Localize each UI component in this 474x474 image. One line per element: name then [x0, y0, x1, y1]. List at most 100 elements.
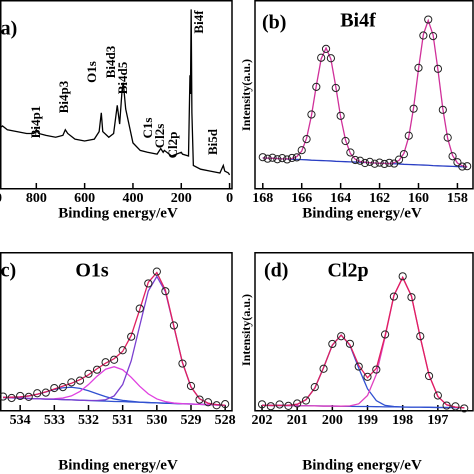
spectrum-line — [262, 18, 468, 168]
data-point — [409, 104, 418, 113]
data-point — [336, 111, 345, 120]
x-tick-label: 168 — [252, 191, 273, 206]
spectrum-line — [3, 271, 226, 406]
x-tick-label: 200 — [171, 191, 192, 206]
data-point — [292, 153, 301, 162]
data-point — [33, 389, 42, 398]
data-point — [118, 346, 127, 355]
data-point — [458, 162, 467, 171]
data-point — [266, 402, 275, 411]
data-point — [169, 321, 179, 330]
panel-title: Cl2p — [327, 260, 368, 282]
peak-label: C1s — [140, 118, 155, 139]
data-point — [360, 158, 370, 168]
data-point — [152, 267, 161, 276]
peak-label: Bi4d3 — [103, 45, 118, 78]
y-axis-title: Intensity(a.u.) — [239, 59, 253, 131]
x-tick-label: 534 — [10, 413, 31, 428]
peak-label: Cl2s — [152, 124, 167, 149]
data-point — [354, 362, 363, 371]
panel-label: (b) — [262, 12, 286, 34]
x-tick-label: 800 — [26, 191, 47, 206]
x-tick-label: 533 — [44, 413, 65, 428]
data-point — [7, 393, 16, 403]
data-point — [453, 158, 462, 167]
data-point — [178, 359, 187, 368]
panel-label: (d) — [264, 260, 288, 282]
peak-label: Bi4d5 — [115, 61, 130, 94]
x-tick-label: 532 — [78, 413, 99, 428]
data-point — [414, 63, 423, 72]
data-point — [127, 332, 136, 341]
data-point — [460, 404, 469, 413]
plot-frame — [254, 252, 474, 412]
data-point — [310, 382, 319, 392]
peak-label: O1s — [84, 61, 99, 83]
x-axis-title: Binding energy/eV — [302, 205, 422, 221]
data-point — [297, 146, 306, 155]
data-point — [263, 154, 272, 163]
data-point — [428, 31, 438, 41]
data-point — [424, 371, 434, 381]
data-point — [273, 155, 282, 164]
data-point — [321, 44, 331, 53]
data-point — [203, 398, 213, 407]
data-point — [380, 330, 390, 339]
x-tick-label: 198 — [392, 413, 413, 428]
plot-frame — [254, 0, 474, 190]
data-point — [398, 272, 407, 281]
data-point — [380, 159, 389, 169]
y-axis-title: Intensity(a.u.) — [239, 294, 253, 366]
data-point — [337, 332, 346, 341]
data-point — [463, 162, 472, 171]
data-point — [389, 292, 398, 301]
data-point — [287, 153, 297, 163]
data-point — [317, 53, 326, 62]
data-point — [351, 155, 360, 165]
data-point — [438, 105, 447, 114]
data-point — [365, 157, 374, 166]
data-point — [16, 391, 25, 401]
x-tick-label: 164 — [330, 191, 351, 206]
x-axis-title: Binding energy/eV — [58, 457, 178, 473]
x-tick-label: 0 — [226, 191, 233, 206]
data-point — [448, 152, 457, 161]
data-point — [433, 391, 442, 400]
x-tick-label: 531 — [112, 413, 133, 428]
data-point — [302, 135, 311, 144]
data-point — [307, 110, 316, 119]
data-point — [407, 293, 416, 302]
x-tick-label: 530 — [146, 413, 167, 428]
data-point — [195, 395, 204, 404]
x-tick-label: 199 — [357, 413, 378, 428]
data-point — [92, 365, 102, 374]
data-point — [385, 158, 394, 167]
data-point — [212, 401, 221, 410]
data-point — [346, 148, 355, 157]
data-point — [268, 153, 277, 162]
data-point — [278, 154, 287, 163]
data-point — [419, 31, 428, 40]
data-point — [24, 392, 33, 401]
x-tick-label: 201 — [287, 413, 308, 428]
x-tick-label: 166 — [291, 191, 312, 206]
data-point — [67, 378, 76, 387]
data-point — [404, 131, 413, 140]
data-point — [257, 400, 267, 409]
data-point — [394, 155, 404, 164]
spectrum-line — [3, 275, 226, 406]
x-tick-label: 529 — [181, 413, 202, 428]
data-point — [442, 401, 451, 410]
data-point — [328, 339, 337, 349]
data-point — [41, 388, 50, 397]
peak-label: Bi4f — [191, 10, 206, 34]
data-point — [363, 372, 372, 381]
data-point — [375, 158, 384, 167]
data-point — [161, 287, 170, 296]
data-point — [341, 136, 350, 146]
data-point — [50, 383, 59, 393]
data-point — [433, 64, 443, 73]
data-point — [258, 153, 267, 162]
data-point — [345, 339, 355, 348]
